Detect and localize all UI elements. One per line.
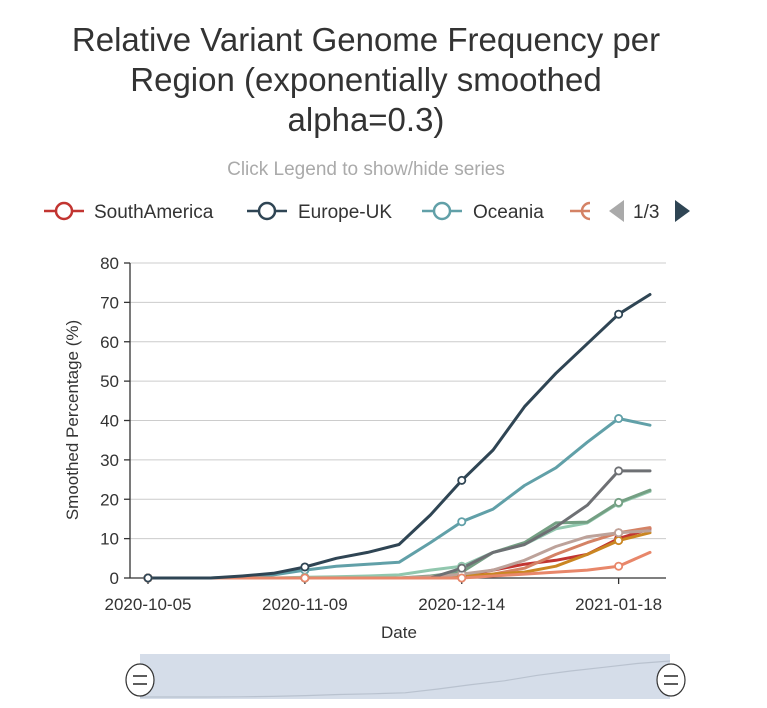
zoom-handle-right[interactable] (656, 663, 686, 697)
y-tick-label: 50 (100, 372, 119, 391)
zoom-data-shadow (140, 660, 671, 698)
legend-label: Europe-UK (298, 202, 392, 223)
chart-title-line-1: Relative Variant Genome Frequency per (72, 21, 660, 58)
legend-item-southamerica[interactable]: SouthAmerica (44, 201, 214, 223)
y-tick-label: 70 (100, 293, 119, 312)
data-point[interactable] (457, 517, 467, 527)
zoom-slider-track[interactable] (140, 654, 670, 699)
zoom-handle-left[interactable] (125, 663, 155, 697)
zoom-slider[interactable] (125, 654, 686, 699)
data-point[interactable] (614, 309, 624, 319)
x-axis-ticks: 2020-10-05 2020-11-09 2020-12-14 2021-01-18 (105, 578, 662, 614)
x-axis-title: Date (381, 623, 417, 642)
y-tick-label: 40 (100, 412, 119, 431)
legend-label: SouthAmerica (94, 202, 214, 223)
legend: SouthAmerica Europe-UK Oceania 1/3 (44, 200, 690, 223)
data-point[interactable] (300, 573, 310, 583)
data-point[interactable] (457, 475, 467, 485)
series-lines (146, 293, 652, 580)
series-line[interactable] (146, 489, 652, 580)
data-point[interactable] (614, 528, 624, 538)
zoom-handle-right-knob[interactable] (656, 663, 686, 697)
legend-swatch-marker (257, 201, 277, 221)
legend-page-indicator: 1/3 (633, 202, 659, 223)
series-line[interactable] (146, 293, 652, 580)
series-line[interactable] (146, 417, 652, 580)
zoom-handle-left-knob[interactable] (125, 663, 155, 697)
legend-prev-page-icon[interactable] (609, 200, 624, 222)
chart-title-line-2: Region (exponentially smoothed (130, 61, 601, 98)
legend-swatch-marker (580, 201, 591, 221)
legend-next-page-icon[interactable] (675, 200, 690, 222)
legend-item-oceania[interactable]: Oceania (422, 201, 544, 223)
legend-item-truncated[interactable] (570, 201, 591, 221)
x-tick-label: 2020-10-05 (105, 595, 192, 614)
x-tick-label: 2020-12-14 (418, 595, 505, 614)
y-tick-label: 80 (100, 254, 119, 273)
data-point[interactable] (143, 573, 153, 583)
y-axis-title: Smoothed Percentage (%) (63, 320, 82, 520)
y-axis-ticks: 0 10 20 30 40 50 60 70 80 (100, 254, 130, 588)
y-tick-label: 20 (100, 490, 119, 509)
series-line[interactable] (146, 488, 652, 580)
legend-item-europe-uk[interactable]: Europe-UK (247, 201, 392, 223)
data-point[interactable] (614, 466, 624, 476)
y-tick-label: 60 (100, 333, 119, 352)
legend-swatch-marker (432, 201, 452, 221)
chart-title-line-3: alpha=0.3) (288, 101, 445, 138)
data-point[interactable] (614, 561, 624, 571)
legend-swatch-marker (54, 201, 74, 221)
y-tick-label: 10 (100, 530, 119, 549)
y-tick-label: 0 (110, 569, 119, 588)
series-points (143, 309, 624, 583)
x-tick-label: 2021-01-18 (575, 595, 662, 614)
legend-label: Oceania (473, 202, 544, 223)
data-point[interactable] (614, 414, 624, 424)
grid-lines (130, 262, 666, 540)
data-point[interactable] (457, 563, 467, 573)
data-point[interactable] (457, 573, 467, 583)
data-point[interactable] (614, 497, 624, 507)
chart-subtitle: Click Legend to show/hide series (227, 159, 505, 180)
data-point[interactable] (300, 562, 310, 572)
data-point[interactable] (614, 536, 624, 546)
x-tick-label: 2020-11-09 (262, 595, 348, 614)
y-tick-label: 30 (100, 451, 119, 470)
